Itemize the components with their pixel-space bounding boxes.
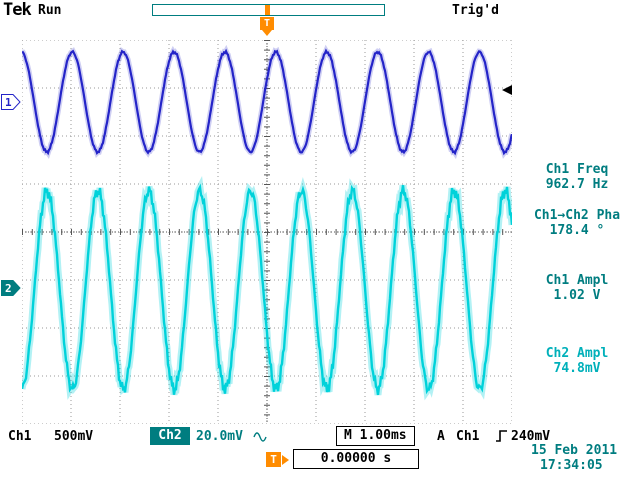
timebase-readout: M 1.00ms bbox=[336, 426, 415, 446]
date-readout: 15 Feb 2011 bbox=[531, 443, 618, 458]
grid-lines bbox=[22, 40, 512, 424]
trigger-time-icon: T bbox=[266, 452, 281, 467]
trigger-level-readout: 240mV bbox=[511, 429, 551, 444]
trigger-time-readout: 0.00000 s bbox=[293, 449, 419, 469]
status-bar: Ch1 500mV Ch2 20.0mV M 1.00ms A Ch1 240m… bbox=[0, 426, 640, 447]
ch2-waveform bbox=[22, 183, 512, 396]
measurement-value: 962.7 Hz bbox=[545, 177, 609, 192]
tek-logo: Tek bbox=[3, 0, 32, 20]
trigger-prefix: A bbox=[437, 429, 445, 444]
rising-edge-icon bbox=[496, 430, 507, 442]
ch1-waveform bbox=[22, 48, 512, 156]
measurement-label: Ch1→Ch2 Pha bbox=[533, 208, 621, 223]
ch1-label: Ch1 bbox=[8, 429, 32, 444]
acquisition-status: Run bbox=[38, 3, 62, 18]
trigger-position-marker-icon bbox=[265, 5, 270, 15]
trigger-flag-arrow-icon bbox=[262, 30, 272, 36]
svg-text:2: 2 bbox=[5, 282, 12, 295]
ch2-label: Ch2 bbox=[150, 427, 190, 445]
measurement-ch1-freq: Ch1 Freq 962.7 Hz bbox=[516, 162, 638, 192]
measurement-value: 178.4 ° bbox=[549, 223, 605, 238]
ch1-scale: 500mV bbox=[54, 429, 94, 444]
trigger-time-arrow-icon bbox=[282, 455, 289, 465]
measurement-ch2-ampl: Ch2 Ampl 74.8mV bbox=[516, 346, 638, 376]
measurement-label: Ch1 Ampl bbox=[545, 273, 609, 288]
trigger-source: Ch1 bbox=[456, 429, 480, 444]
ac-sine-coupling-icon bbox=[253, 432, 267, 442]
svg-text:1: 1 bbox=[5, 96, 12, 109]
measurement-phase: Ch1→Ch2 Pha 178.4 ° bbox=[516, 208, 638, 238]
trigger-level-arrow-icon bbox=[502, 85, 512, 95]
measurement-ch1-ampl: Ch1 Ampl 1.02 V bbox=[516, 273, 638, 303]
clock-readout: 17:34:05 bbox=[540, 458, 603, 473]
measurement-label: Ch1 Freq bbox=[545, 162, 609, 177]
trigger-flag-icon: T bbox=[260, 17, 274, 30]
record-view-bar bbox=[152, 4, 385, 16]
measurement-value: 1.02 V bbox=[553, 288, 601, 303]
measurement-label: Ch2 Ampl bbox=[545, 346, 609, 361]
graticule bbox=[22, 40, 512, 424]
measurement-value: 74.8mV bbox=[553, 361, 601, 376]
ch1-position-marker: 1 bbox=[1, 94, 21, 110]
trigger-status: Trig'd bbox=[452, 3, 499, 18]
ch1-waveform-glow bbox=[22, 44, 512, 160]
ch2-scale: 20.0mV bbox=[196, 429, 243, 444]
ch2-position-marker: 2 bbox=[1, 280, 21, 296]
